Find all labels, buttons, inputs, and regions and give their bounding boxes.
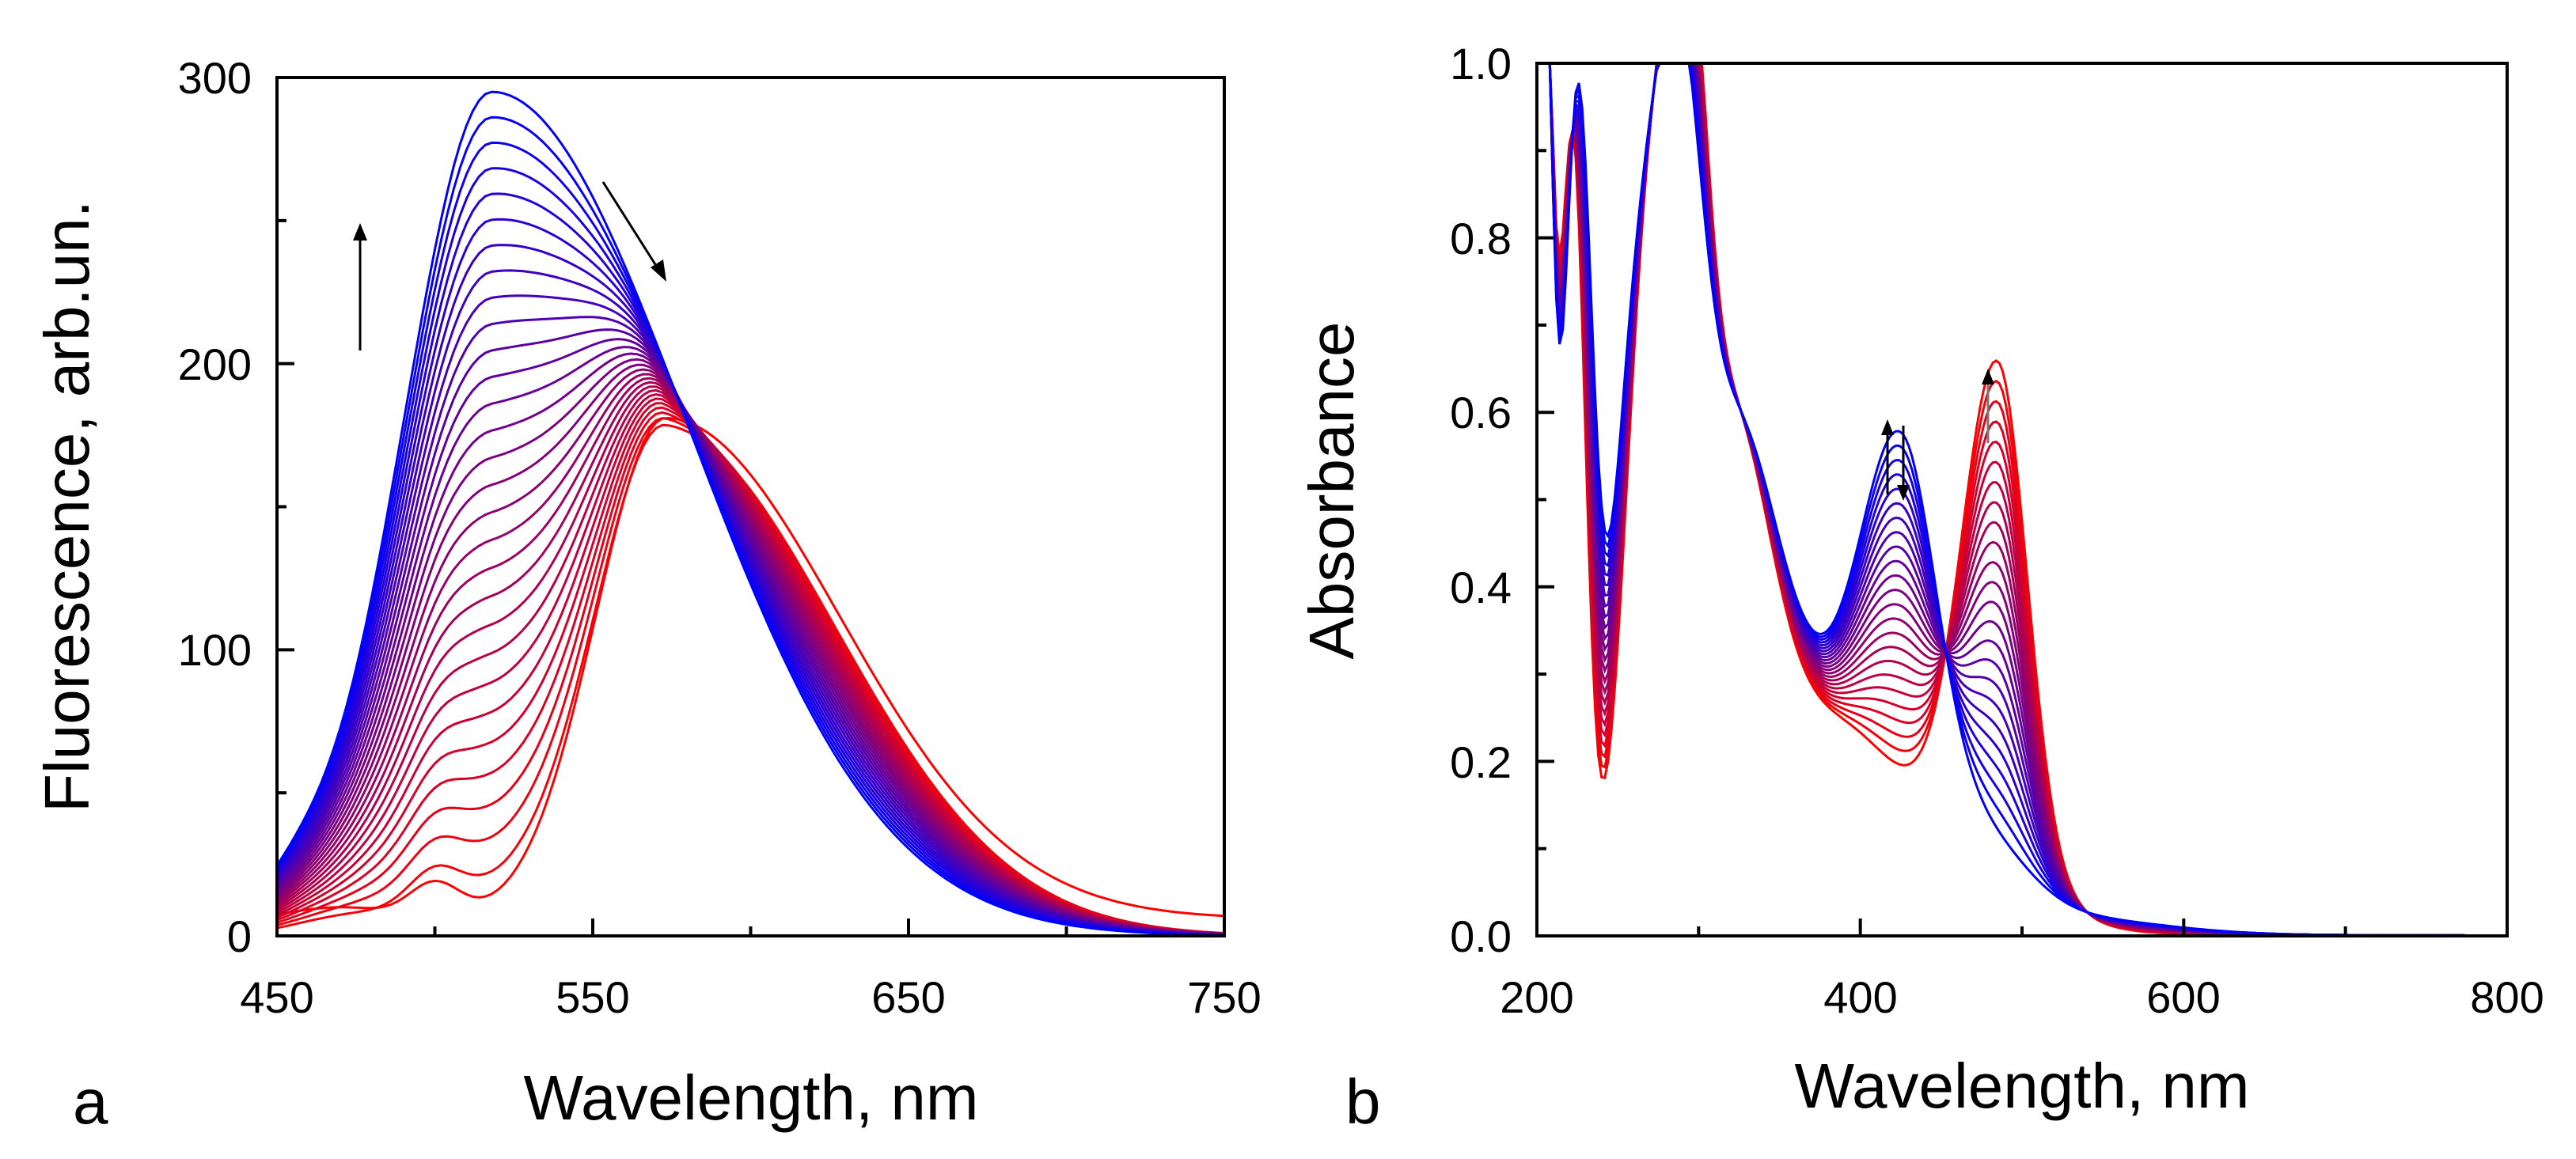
panel-a-ytick-label: 100 <box>178 625 252 675</box>
panel-b-up-arrowhead-2 <box>1982 369 1994 384</box>
panel-b-xtick-label: 200 <box>1500 972 1573 1022</box>
panel-a-ytick-label: 200 <box>178 339 252 389</box>
panel-a: 450 550 650 750 0 100 200 300 Wavelength… <box>32 53 1261 1137</box>
panel-a-spectrum-line <box>276 416 1225 918</box>
panel-b-xtick-label: 600 <box>2146 972 2220 1022</box>
panel-b-x-axis-title: Wavelength, nm <box>1794 1051 2249 1121</box>
panel-b-up-arrowhead-1 <box>1881 419 1894 435</box>
panel-b-ytick-label: 0.4 <box>1450 562 1512 612</box>
panel-b-y-axis-title: Absorbance <box>1296 322 1367 660</box>
panel-a-spectrum-line <box>275 90 1225 937</box>
panel-b-ytick-label: 0.2 <box>1450 737 1512 787</box>
panel-a-ytick-label: 300 <box>178 53 252 103</box>
panel-a-spectrum-line <box>276 402 1225 935</box>
panel-a-down-arrowhead <box>651 259 666 282</box>
panel-b-xtick-label: 400 <box>1823 972 1897 1022</box>
panel-b-ytick-label: 0.0 <box>1450 911 1512 961</box>
panel-b-ticks <box>1535 62 2509 937</box>
panel-b-down-arrowhead <box>1897 485 1910 501</box>
panel-a-up-arrowhead <box>353 223 367 241</box>
panel-b-curves <box>1537 62 2507 937</box>
panel-a-xtick-label: 650 <box>871 972 945 1022</box>
panel-a-spectrum-line <box>276 406 1225 935</box>
panel-a-spectrum-line <box>275 338 1225 936</box>
panel-a-ticks <box>275 76 1226 937</box>
panel-a-down-arrow <box>601 181 665 278</box>
panel-a-label: a <box>73 1066 108 1137</box>
panel-b: 200 400 600 800 0.0 0.2 0.4 0.6 0.8 1.0 … <box>1296 39 2544 1137</box>
panel-b-xtick-label: 800 <box>2470 972 2544 1022</box>
panel-a-x-axis-title: Wavelength, nm <box>523 1062 978 1133</box>
panel-a-xtick-label: 750 <box>1187 972 1261 1022</box>
panel-b-label: b <box>1345 1066 1381 1137</box>
panel-b-ytick-label: 1.0 <box>1450 39 1512 89</box>
panel-a-spectrum-line <box>275 192 1225 937</box>
panel-b-ytick-label: 0.8 <box>1450 214 1512 263</box>
panel-b-spectrum-line <box>1537 62 2507 937</box>
panel-a-curves <box>275 90 1225 937</box>
panel-a-y-axis-title: Fluorescence, arb.un. <box>32 200 102 812</box>
panel-a-xtick-label: 450 <box>240 972 313 1022</box>
panel-a-ytick-label: 0 <box>227 911 252 961</box>
panel-b-ytick-label: 0.6 <box>1450 388 1512 437</box>
panel-a-spectrum-line <box>276 363 1225 936</box>
panel-a-xtick-label: 550 <box>556 972 629 1022</box>
